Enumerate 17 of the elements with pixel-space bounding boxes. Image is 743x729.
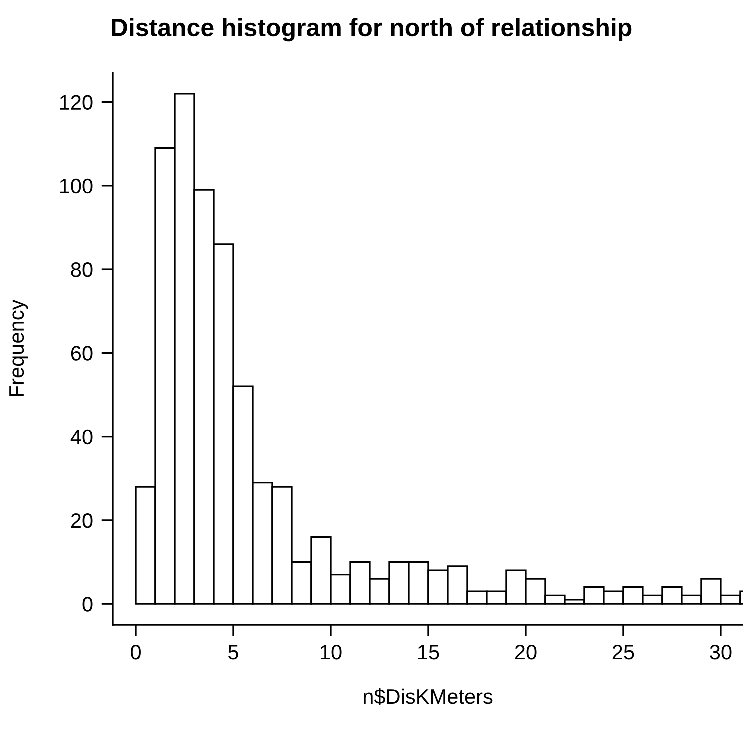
chart-title: Distance histogram for north of relationship (112, 18, 632, 42)
x-tick-label: 5 (228, 645, 238, 660)
y-tick-label: 0 (82, 597, 93, 612)
x-tick-label: 25 (612, 644, 634, 660)
x-tick-label: 30 (710, 644, 732, 660)
x-tick-label: 20 (515, 644, 537, 660)
y-tick-label: 120 (60, 95, 93, 110)
x-axis-title: n$DisKMeters (364, 688, 493, 706)
y-tick-label: 100 (60, 178, 93, 194)
x-tick-label: 15 (418, 645, 440, 660)
y-tick-label: 60 (71, 346, 93, 361)
y-axis-title: Frequency (10, 300, 28, 396)
y-tick-label: 80 (71, 262, 93, 278)
y-tick-label: 40 (70, 430, 93, 445)
x-tick-label: 10 (321, 644, 342, 660)
x-tick-label: 0 (131, 644, 141, 660)
y-tick-label: 20 (71, 513, 93, 528)
